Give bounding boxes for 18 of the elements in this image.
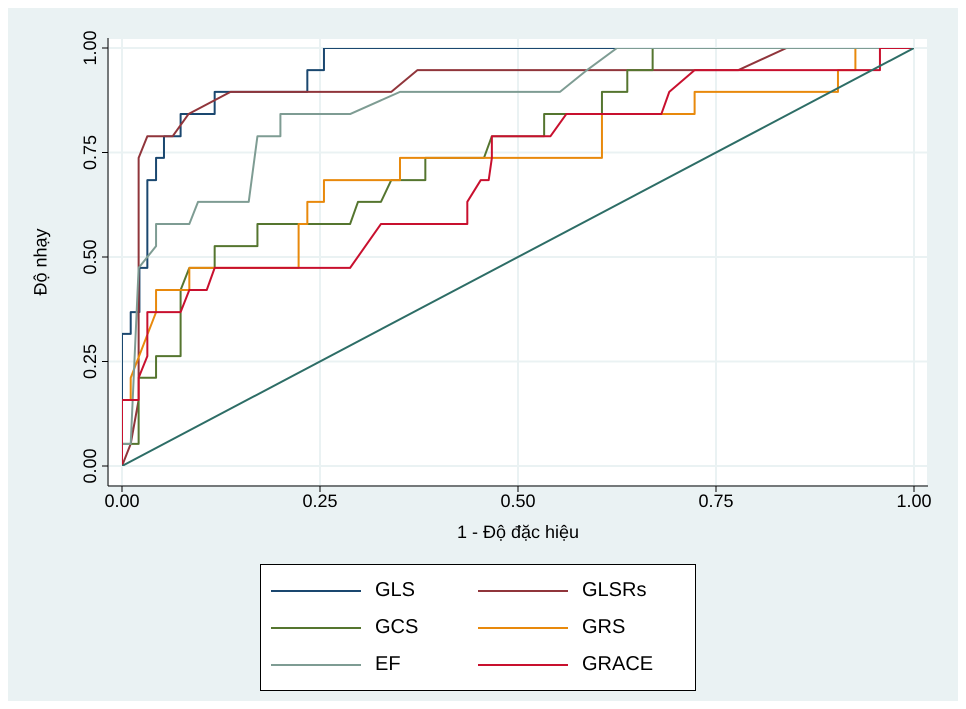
- legend-label: GRACE: [582, 653, 654, 676]
- y-tick-label: 0.25: [80, 344, 100, 380]
- y-tick-label: 0.50: [80, 239, 100, 275]
- x-tick-label: 0.25: [302, 490, 338, 511]
- y-axis-title: Độ nhạy: [30, 228, 50, 296]
- x-tick-label: 1.00: [896, 490, 932, 511]
- y-tick-label: 0.00: [80, 448, 100, 484]
- x-axis-title: 1 - Độ đặc hiệu: [456, 522, 580, 542]
- legend-label: GCS: [375, 616, 418, 639]
- legend-label: EF: [375, 653, 401, 676]
- legend-label: GLSRs: [582, 579, 646, 602]
- y-tick-label: 1.00: [80, 30, 100, 66]
- legend-label: GLS: [375, 579, 416, 602]
- legend-label: GRS: [582, 616, 626, 639]
- x-tick-label: 0.75: [698, 490, 734, 511]
- x-tick-label: 0.50: [500, 490, 536, 511]
- x-tick-label: 0.00: [104, 490, 140, 511]
- y-tick-label: 0.75: [80, 134, 100, 170]
